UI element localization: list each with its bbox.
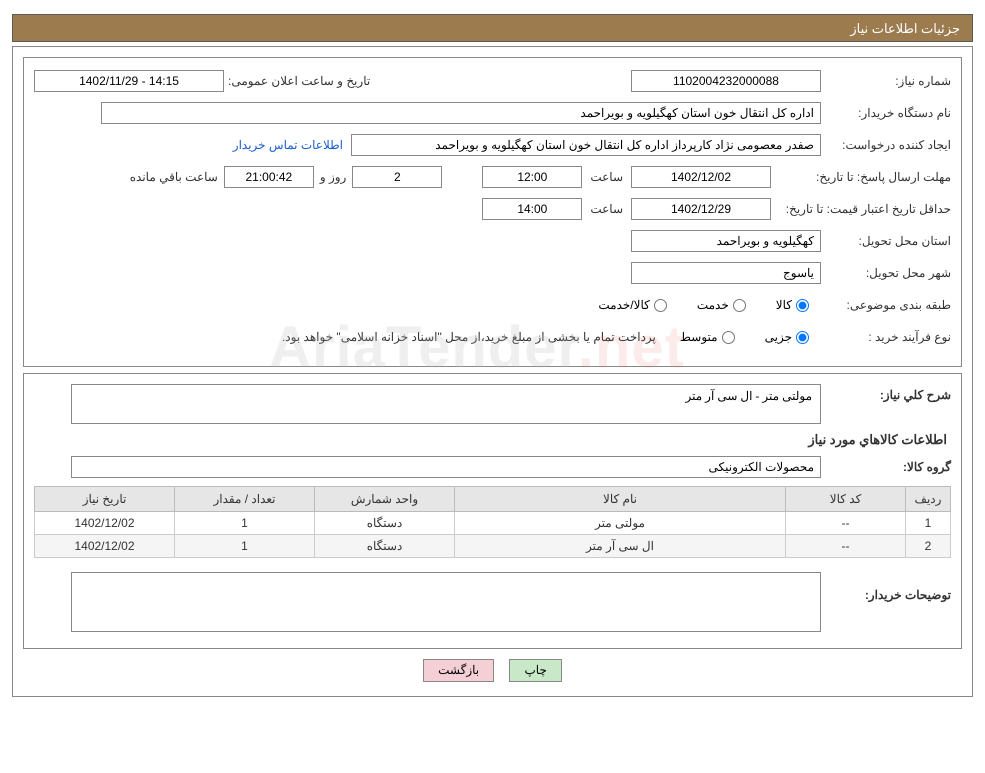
time-label-1: ساعت [582, 170, 631, 184]
radio-service-label: خدمت [697, 298, 729, 312]
table-row: 1 -- مولتی متر دستگاه 1 1402/12/02 [35, 512, 951, 535]
radio-goods-service[interactable] [654, 299, 667, 312]
info-panel: شماره نیاز: تاریخ و ساعت اعلان عمومی: نا… [23, 57, 962, 367]
summary-label: شرح کلي نياز: [821, 384, 951, 402]
radio-medium-label: متوسط [680, 330, 718, 344]
time-label-2: ساعت [582, 202, 631, 216]
buyer-label: نام دستگاه خریدار: [821, 106, 951, 120]
radio-goods[interactable] [796, 299, 809, 312]
button-row: چاپ بازگشت [23, 659, 962, 682]
table-row: 2 -- ال سی آر متر دستگاه 1 1402/12/02 [35, 535, 951, 558]
province-label: استان محل تحویل: [821, 234, 951, 248]
province-field[interactable] [631, 230, 821, 252]
buyer-desc-field[interactable] [71, 572, 821, 632]
requester-label: ایجاد کننده درخواست: [821, 138, 951, 152]
need-no-label: شماره نیاز: [821, 74, 951, 88]
group-field[interactable] [71, 456, 821, 478]
buyer-field[interactable] [101, 102, 821, 124]
radio-service[interactable] [733, 299, 746, 312]
validity-time-field[interactable] [482, 198, 582, 220]
page-title: جزئیات اطلاعات نیاز [850, 21, 960, 36]
hours-remaining-field[interactable] [224, 166, 314, 188]
th-qty: تعداد / مقدار [175, 487, 315, 512]
city-field[interactable] [631, 262, 821, 284]
validity-label: حداقل تاریخ اعتبار قیمت: تا تاریخ: [771, 202, 951, 216]
days-and-label: روز و [314, 170, 353, 184]
th-code: کد کالا [786, 487, 906, 512]
items-section-title: اطلاعات کالاهاي مورد نياز [34, 432, 947, 448]
announce-label: تاریخ و ساعت اعلان عمومی: [224, 74, 370, 88]
page-header: جزئیات اطلاعات نیاز [12, 14, 973, 42]
category-label: طبقه بندی موضوعی: [821, 298, 951, 312]
deadline-label: مهلت ارسال پاسخ: تا تاریخ: [771, 170, 951, 184]
deadline-date-field[interactable] [631, 166, 771, 188]
radio-minor-label: جزیی [765, 330, 792, 344]
th-name: نام کالا [455, 487, 786, 512]
items-table: ردیف کد کالا نام کالا واحد شمارش تعداد /… [34, 486, 951, 558]
th-date: تاریخ نیاز [35, 487, 175, 512]
radio-goods-service-label: کالا/خدمت [598, 298, 649, 312]
days-remaining-field[interactable] [352, 166, 442, 188]
announce-field[interactable] [34, 70, 224, 92]
deadline-time-field[interactable] [482, 166, 582, 188]
buyer-contact-link[interactable]: اطلاعات تماس خریدار [233, 138, 351, 152]
print-button[interactable]: چاپ [509, 659, 561, 682]
back-button[interactable]: بازگشت [423, 659, 494, 682]
th-row: ردیف [906, 487, 951, 512]
city-label: شهر محل تحویل: [821, 266, 951, 280]
buyer-desc-label: توضیحات خریدار: [821, 572, 951, 602]
process-label: نوع فرآیند خرید : [821, 330, 951, 344]
validity-date-field[interactable] [631, 198, 771, 220]
need-panel: شرح کلي نياز: اطلاعات کالاهاي مورد نياز … [23, 373, 962, 649]
summary-field[interactable] [71, 384, 821, 424]
radio-goods-label: کالا [776, 298, 792, 312]
group-label: گروه کالا: [821, 460, 951, 474]
th-unit: واحد شمارش [315, 487, 455, 512]
remaining-suffix-label: ساعت باقي مانده [126, 170, 224, 184]
process-note: پرداخت تمام یا بخشی از مبلغ خرید،از محل … [282, 330, 662, 344]
requester-field[interactable] [351, 134, 821, 156]
need-no-field[interactable] [631, 70, 821, 92]
radio-minor[interactable] [796, 331, 809, 344]
outer-panel: شماره نیاز: تاریخ و ساعت اعلان عمومی: نا… [12, 46, 973, 697]
radio-medium[interactable] [722, 331, 735, 344]
